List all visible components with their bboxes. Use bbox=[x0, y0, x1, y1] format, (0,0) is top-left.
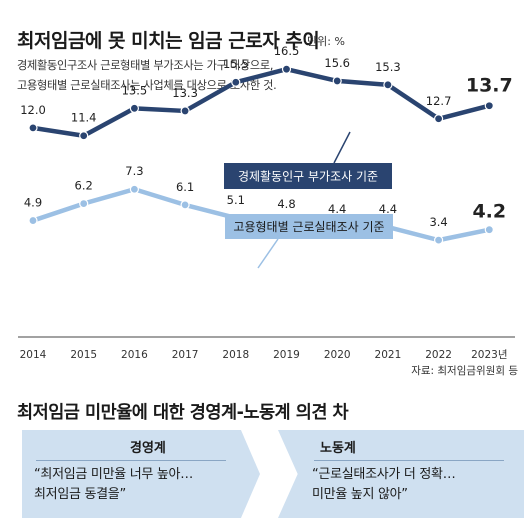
x-tick-label: 2017 bbox=[172, 349, 199, 361]
data-point bbox=[434, 114, 444, 124]
data-point bbox=[180, 106, 190, 116]
data-label: 4.4 bbox=[379, 202, 397, 216]
chart-notes: 경제활동인구조사 근로형태별 부가조사는 가구 대상으로, 고용형태별 근로실태… bbox=[17, 56, 277, 96]
data-label: 4.9 bbox=[24, 196, 42, 210]
data-label: 11.4 bbox=[71, 111, 97, 125]
series-tag-pointer bbox=[257, 238, 279, 269]
data-label: 6.1 bbox=[176, 180, 194, 194]
data-label: 12.7 bbox=[426, 94, 452, 108]
unit-label: 단위: % bbox=[307, 35, 345, 48]
data-point bbox=[434, 235, 444, 245]
divider bbox=[36, 460, 226, 461]
data-point bbox=[332, 76, 342, 86]
x-tick-label: 2019 bbox=[273, 349, 300, 361]
data-label: 13.7 bbox=[466, 75, 513, 97]
data-label: 7.3 bbox=[125, 164, 143, 178]
quote-line: “근로실태조사가 더 정확… bbox=[312, 467, 456, 482]
quote-line: “최저임금 미만율 너무 높아… bbox=[34, 467, 193, 482]
data-point bbox=[129, 103, 139, 113]
x-tick-label: 2022 bbox=[425, 349, 452, 361]
series-line bbox=[30, 66, 492, 138]
data-label: 16.5 bbox=[274, 44, 300, 58]
series-tag-box bbox=[225, 214, 393, 239]
employer-quote: “최저임금 미만율 너무 높아… 최저임금 동결을” bbox=[34, 465, 193, 505]
line-chart: 2014 2015 2016 2017 2018 2019 2020 2021 2022 2023… bbox=[18, 44, 515, 361]
x-tick-label: 2015 bbox=[70, 349, 97, 361]
data-point bbox=[484, 225, 494, 235]
data-point bbox=[79, 131, 89, 141]
data-point bbox=[281, 64, 292, 74]
data-point bbox=[129, 184, 139, 194]
data-label: 4.2 bbox=[472, 201, 506, 223]
series-tag-label: 고용형태별 근로실태조사 기준 bbox=[233, 220, 384, 234]
x-tick-label: 2014 bbox=[20, 349, 47, 361]
series-tag-label: 경제활동인구 부가조사 기준 bbox=[238, 170, 378, 184]
data-label: 3.4 bbox=[429, 215, 447, 229]
series-tag-pointer bbox=[333, 131, 351, 164]
x-tick-label: 2023년 bbox=[471, 349, 507, 361]
data-point bbox=[28, 215, 38, 226]
data-label: 12.0 bbox=[20, 103, 46, 117]
data-label: 6.2 bbox=[75, 179, 93, 193]
data-point bbox=[28, 123, 38, 133]
note-line: 경제활동인구조사 근로형태별 부가조사는 가구 대상으로, bbox=[17, 59, 274, 72]
data-label: 4.8 bbox=[277, 197, 295, 211]
data-label: 13.5 bbox=[122, 83, 148, 97]
data-label: 5.1 bbox=[227, 193, 245, 207]
data-label: 15.6 bbox=[324, 56, 350, 70]
employer-opinion-panel: 경영계 “최저임금 미만율 너무 높아… 최저임금 동결을” bbox=[22, 430, 260, 518]
data-point bbox=[180, 200, 190, 210]
data-point bbox=[383, 80, 393, 90]
data-point bbox=[484, 101, 494, 111]
data-point bbox=[231, 77, 241, 87]
series-tag-box bbox=[224, 163, 392, 189]
data-label: 15.3 bbox=[375, 60, 401, 74]
labor-heading: 노동계 bbox=[320, 441, 356, 456]
note-line: 고용형태별 근로실태조사는 사업체를 대상으로 조사한 것. bbox=[17, 79, 277, 92]
opinion-title: 최저임금 미만율에 대한 경영계-노동계 의견 차 bbox=[17, 403, 349, 423]
x-tick-label: 2016 bbox=[121, 349, 148, 361]
x-tick-label: 2021 bbox=[375, 349, 402, 361]
data-label: 15.5 bbox=[223, 57, 249, 71]
x-tick-label: 2020 bbox=[324, 349, 351, 361]
labor-opinion-panel: 노동계 “근로실태조사가 더 정확… 미만율 높지 않아” bbox=[278, 430, 524, 518]
employer-heading: 경영계 bbox=[130, 441, 166, 456]
quote-line: 최저임금 동결을” bbox=[34, 487, 126, 502]
source-note: 자료: 최저임금위원회 등 bbox=[411, 365, 518, 377]
data-point bbox=[79, 198, 89, 209]
labor-quote: “근로실태조사가 더 정확… 미만율 높지 않아” bbox=[312, 465, 456, 505]
divider bbox=[314, 460, 504, 461]
x-tick-label: 2018 bbox=[222, 349, 249, 361]
quote-line: 미만율 높지 않아” bbox=[312, 487, 408, 502]
chart-title: 최저임금에 못 미치는 임금 근로자 추이 bbox=[17, 30, 320, 52]
data-label: 13.3 bbox=[172, 86, 198, 100]
data-label: 4.4 bbox=[328, 202, 346, 216]
